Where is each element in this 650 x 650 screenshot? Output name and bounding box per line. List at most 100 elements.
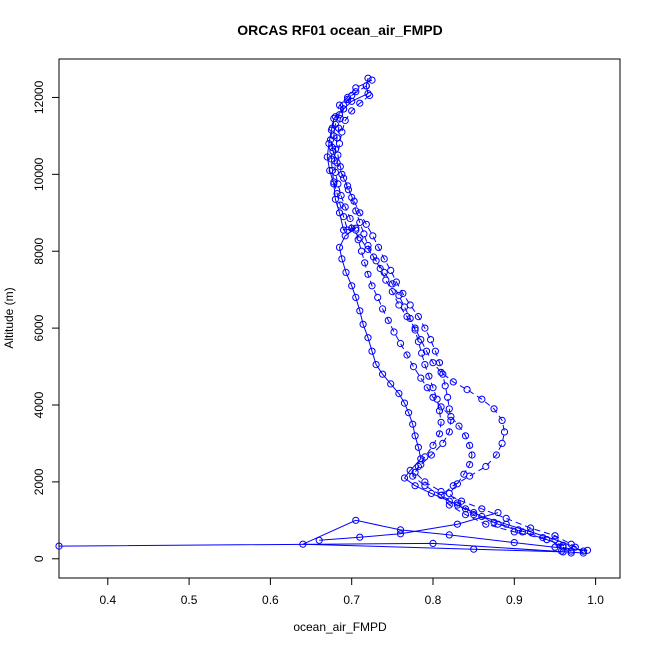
data-point bbox=[387, 380, 395, 388]
x-tick-label: 0.7 bbox=[343, 593, 360, 607]
data-point bbox=[414, 462, 422, 471]
data-point bbox=[421, 324, 429, 332]
data-point bbox=[470, 545, 478, 553]
data-point bbox=[557, 547, 566, 555]
data-point bbox=[411, 482, 419, 490]
data-point bbox=[336, 163, 344, 171]
data-point bbox=[338, 255, 346, 263]
data-point bbox=[429, 384, 437, 392]
data-point bbox=[364, 334, 372, 342]
data-point bbox=[330, 178, 338, 186]
data-point bbox=[445, 428, 453, 436]
data-point bbox=[421, 361, 429, 369]
data-point bbox=[400, 474, 409, 482]
data-point bbox=[380, 268, 388, 276]
series-4 bbox=[327, 76, 575, 555]
data-point bbox=[330, 180, 338, 188]
x-tick-label: 0.8 bbox=[425, 593, 442, 607]
data-point bbox=[498, 439, 506, 447]
data-point bbox=[406, 466, 414, 474]
series-7 bbox=[331, 88, 575, 557]
data-point bbox=[359, 320, 367, 328]
data-point bbox=[445, 489, 453, 497]
data-point bbox=[335, 243, 344, 251]
data-point bbox=[348, 224, 356, 232]
data-point bbox=[439, 439, 447, 447]
series-3 bbox=[315, 508, 502, 544]
data-point bbox=[425, 372, 433, 380]
data-point bbox=[340, 213, 348, 221]
data-point bbox=[344, 226, 352, 234]
data-point bbox=[335, 111, 344, 119]
data-point bbox=[449, 378, 457, 386]
data-point bbox=[380, 255, 388, 263]
data-point bbox=[455, 422, 463, 430]
y-axis: 0 2000 4000 6000 8000 10000 12000 bbox=[32, 80, 59, 562]
data-point bbox=[433, 395, 441, 403]
data-point bbox=[551, 536, 559, 544]
data-point bbox=[437, 487, 445, 496]
x-axis: 0.4 0.5 0.6 0.7 0.8 0.9 1.0 bbox=[99, 578, 604, 607]
data-point bbox=[437, 368, 445, 376]
data-point bbox=[338, 170, 346, 178]
data-point bbox=[352, 224, 360, 232]
data-point bbox=[482, 462, 490, 471]
series-line bbox=[330, 85, 562, 552]
data-point bbox=[356, 307, 364, 315]
data-point bbox=[331, 145, 339, 153]
data-point bbox=[445, 531, 453, 539]
data-point bbox=[510, 539, 518, 547]
data-point bbox=[335, 101, 344, 109]
data-point bbox=[421, 453, 429, 461]
data-point bbox=[514, 526, 523, 534]
data-point bbox=[337, 191, 345, 200]
data-point bbox=[411, 432, 419, 440]
data-point bbox=[340, 174, 348, 182]
data-point bbox=[348, 107, 356, 115]
data-point bbox=[362, 82, 370, 90]
data-point bbox=[435, 359, 444, 367]
data-point bbox=[334, 151, 342, 159]
data-point bbox=[388, 288, 396, 296]
data-point bbox=[340, 105, 348, 113]
data-point bbox=[348, 282, 356, 290]
data-point bbox=[567, 540, 575, 548]
data-point bbox=[395, 389, 403, 398]
data-point bbox=[388, 280, 396, 288]
data-point bbox=[543, 536, 551, 544]
data-point bbox=[463, 386, 471, 394]
data-point bbox=[403, 351, 411, 359]
data-point bbox=[567, 547, 575, 555]
data-point bbox=[352, 84, 360, 92]
data-point bbox=[356, 218, 364, 226]
data-point bbox=[382, 276, 390, 284]
data-point bbox=[414, 443, 422, 451]
data-point bbox=[360, 230, 368, 238]
data-point bbox=[361, 259, 369, 267]
data-point bbox=[387, 266, 395, 274]
data-point bbox=[346, 214, 354, 223]
data-point bbox=[421, 482, 429, 490]
data-point bbox=[461, 510, 470, 519]
data-point bbox=[352, 293, 360, 301]
data-point bbox=[395, 291, 403, 299]
data-point bbox=[409, 420, 417, 428]
data-point bbox=[335, 140, 344, 148]
data-point bbox=[444, 393, 452, 401]
data-point bbox=[427, 336, 435, 344]
data-point bbox=[437, 491, 445, 499]
data-point bbox=[356, 209, 364, 217]
data-point bbox=[409, 472, 417, 480]
data-point bbox=[357, 247, 366, 255]
data-point bbox=[414, 313, 422, 321]
data-point bbox=[368, 76, 376, 84]
x-tick-label: 0.5 bbox=[181, 593, 198, 607]
data-point bbox=[422, 347, 431, 355]
data-point bbox=[439, 370, 447, 378]
data-point bbox=[368, 347, 376, 355]
data-point bbox=[364, 245, 372, 253]
data-point bbox=[352, 516, 360, 524]
plot-frame bbox=[58, 58, 621, 579]
plot-area bbox=[55, 74, 592, 557]
data-point bbox=[441, 382, 449, 390]
